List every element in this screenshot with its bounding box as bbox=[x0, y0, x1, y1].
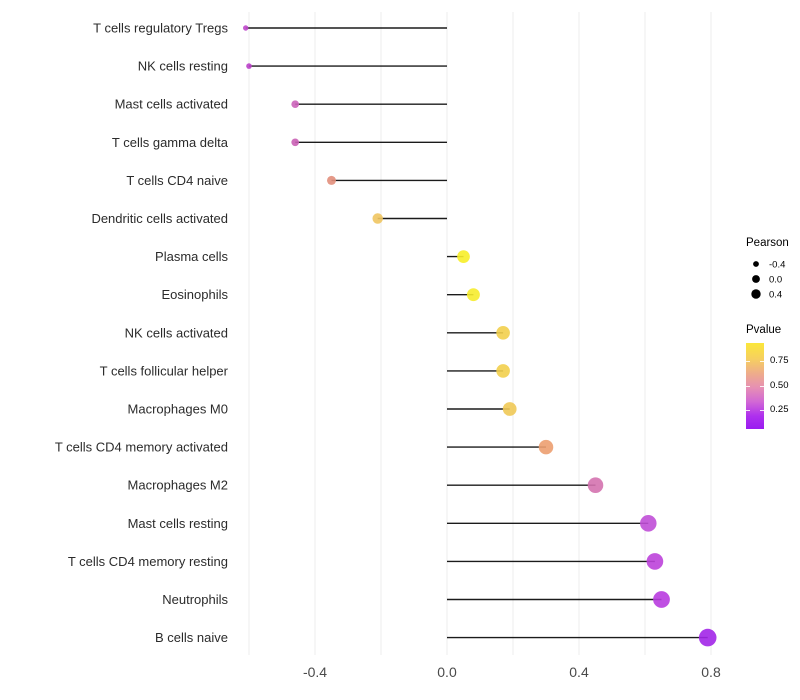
y-axis-label: Macrophages M0 bbox=[128, 402, 228, 417]
y-axis-label: Macrophages M2 bbox=[128, 478, 228, 493]
y-axis-label: Mast cells resting bbox=[128, 516, 228, 531]
legend-size-dot bbox=[751, 289, 761, 299]
y-axis-label: Dendritic cells activated bbox=[91, 211, 228, 226]
colorbar-tick bbox=[746, 385, 750, 387]
x-axis-tick-label: 0.8 bbox=[701, 664, 721, 680]
colorbar-tick-label: 0.25 bbox=[770, 404, 789, 416]
lollipop-point bbox=[653, 591, 670, 608]
lollipop-point bbox=[291, 138, 300, 147]
legend-size-dot bbox=[753, 261, 759, 267]
y-axis-label: Eosinophils bbox=[162, 287, 229, 302]
lollipop-point bbox=[326, 175, 337, 185]
lollipop-point bbox=[246, 63, 252, 69]
y-axis-label: Plasma cells bbox=[155, 249, 228, 264]
lollipop-point bbox=[538, 439, 554, 455]
legend-pvalue-title: Pvalue bbox=[746, 324, 782, 336]
lollipop-point bbox=[466, 288, 480, 302]
lollipop-point bbox=[496, 325, 510, 340]
colorbar-tick bbox=[746, 409, 750, 411]
y-axis-label: Mast cells activated bbox=[115, 97, 228, 112]
lollipop-point bbox=[587, 477, 604, 493]
x-axis-tick-label: 0.0 bbox=[437, 664, 457, 680]
y-axis-label: T cells CD4 memory activated bbox=[55, 440, 228, 455]
lollipop-point bbox=[646, 553, 664, 570]
legend-size-label: 0.4 bbox=[769, 290, 782, 301]
legend-pearson-title: Pearson bbox=[746, 237, 789, 249]
legend-size-label: 0.0 bbox=[769, 275, 782, 286]
colorbar-tick-label: 0.75 bbox=[770, 355, 789, 367]
lollipop-point bbox=[242, 25, 249, 31]
y-axis-label: T cells CD4 memory resting bbox=[68, 554, 228, 569]
y-axis-label: B cells naive bbox=[155, 630, 228, 645]
y-axis-label: T cells CD4 naive bbox=[126, 173, 228, 188]
y-axis-label: T cells follicular helper bbox=[100, 363, 229, 378]
lollipop-point bbox=[291, 100, 300, 109]
colorbar-tick bbox=[760, 360, 764, 362]
y-axis-label: NK cells resting bbox=[138, 59, 228, 74]
y-axis-label: T cells regulatory Tregs bbox=[93, 21, 228, 36]
x-axis-tick-label: 0.4 bbox=[569, 664, 589, 680]
y-axis-label: NK cells activated bbox=[125, 325, 228, 340]
lollipop-point bbox=[372, 213, 383, 224]
lollipop-point bbox=[640, 515, 657, 532]
pvalue-colorbar bbox=[746, 343, 764, 429]
legend-pearson-size-scale: -0.4 0.0 0.4 bbox=[751, 260, 785, 301]
legend-size-dot bbox=[752, 275, 760, 283]
y-axis-label: T cells gamma delta bbox=[112, 135, 229, 150]
x-axis-tick-label: -0.4 bbox=[303, 664, 327, 680]
lollipop-point bbox=[457, 250, 470, 263]
lollipop-point bbox=[502, 402, 517, 416]
lollipop-point bbox=[698, 628, 717, 647]
colorbar-tick bbox=[760, 385, 764, 387]
lollipop-point bbox=[496, 364, 510, 378]
colorbar-tick bbox=[746, 360, 750, 362]
legend-size-label: -0.4 bbox=[769, 260, 785, 271]
colorbar-tick-label: 0.50 bbox=[770, 380, 789, 391]
y-axis-label: Neutrophils bbox=[162, 592, 228, 607]
legend: Pearson -0.4 0.0 0.4 Pvalue 0.75 0.50 0.25 bbox=[738, 237, 800, 447]
colorbar-tick bbox=[760, 409, 764, 411]
